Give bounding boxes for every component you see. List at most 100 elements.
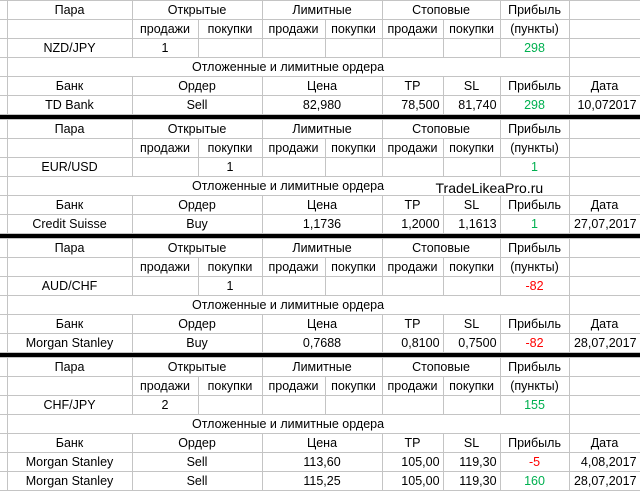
empty-cell [568, 295, 640, 315]
cell: продажи [261, 376, 326, 396]
cell: покупки [197, 138, 263, 158]
cell: Стоповые [381, 357, 501, 377]
cell: Credit Suisse [6, 214, 133, 234]
empty-cell [324, 395, 383, 415]
cell: Цена [261, 433, 383, 453]
cell: продажи [381, 19, 444, 39]
cell: TP [381, 195, 444, 215]
cell: -5 [499, 452, 570, 472]
empty-cell [324, 38, 383, 58]
cell: продажи [381, 257, 444, 277]
empty-cell [568, 19, 640, 39]
cell: 119,30 [442, 471, 501, 491]
empty-cell [442, 395, 501, 415]
empty-cell [0, 138, 8, 158]
empty-cell [442, 157, 501, 177]
separator-row [0, 352, 640, 358]
empty-cell [0, 19, 8, 39]
cell: 1 [197, 276, 263, 296]
section-row: Отложенные и лимитные ордера [0, 57, 640, 77]
empty-cell [381, 157, 444, 177]
empty-cell [0, 57, 8, 77]
subheader-row: продажи покупки продажи покупки продажи покуп… [0, 138, 640, 158]
cell: покупки [324, 376, 383, 396]
pair-row: AUD/CHF 1 -82 [0, 276, 640, 296]
cell: продажи [381, 376, 444, 396]
cell: 105,00 [381, 471, 444, 491]
cell: покупки [197, 257, 263, 277]
cell: покупки [442, 138, 501, 158]
orders-header-row: Банк Ордер Цена TP SL Прибыль Дата [0, 433, 640, 453]
cell: Пара [6, 119, 133, 139]
subheader-row: продажи покупки продажи покупки продажи покуп… [0, 376, 640, 396]
separator [0, 233, 640, 239]
empty-cell [0, 214, 8, 234]
cell: покупки [324, 138, 383, 158]
cell: Прибыль [499, 195, 570, 215]
cell: SL [442, 314, 501, 334]
empty-cell [442, 276, 501, 296]
empty-cell [0, 176, 8, 196]
separator-row [0, 233, 640, 239]
empty-cell [0, 471, 8, 491]
empty-cell [0, 195, 8, 215]
cell: Открытые [131, 357, 263, 377]
empty-cell [568, 376, 640, 396]
section-row: Отложенные и лимитные ордера TradeLikeaPr… [0, 176, 640, 196]
cell: Банк [6, 314, 133, 334]
empty-cell [0, 238, 8, 258]
empty-cell [568, 257, 640, 277]
cell: продажи [261, 257, 326, 277]
empty-cell [0, 433, 8, 453]
cell: 27,07,2017 [568, 214, 640, 234]
empty-cell [0, 276, 8, 296]
empty-cell [0, 357, 8, 377]
section-cell: Отложенные и лимитные ордера [6, 295, 570, 315]
empty-cell [568, 414, 640, 434]
section-title: Отложенные и лимитные ордера [191, 298, 385, 312]
cell: TP [381, 314, 444, 334]
empty-cell [0, 314, 8, 334]
section-cell: Отложенные и лимитные ордера [6, 57, 570, 77]
cell: (пункты) [499, 19, 570, 39]
empty-cell [131, 276, 199, 296]
cell: AUD/CHF [6, 276, 133, 296]
cell: 81,740 [442, 95, 501, 115]
cell: Дата [568, 76, 640, 96]
empty-cell [197, 38, 263, 58]
cell: Ордер [131, 314, 263, 334]
cell: продажи [131, 138, 199, 158]
cell: 1,2000 [381, 214, 444, 234]
empty-cell [568, 38, 640, 58]
cell: 28,07,2017 [568, 333, 640, 353]
cell: SL [442, 433, 501, 453]
pair-row: EUR/USD 1 1 [0, 157, 640, 177]
cell: 1,1613 [442, 214, 501, 234]
header-row: Пара Открытые Лимитные Стоповые Прибыль [0, 357, 640, 377]
empty-cell [568, 276, 640, 296]
cell: 105,00 [381, 452, 444, 472]
empty-cell [324, 276, 383, 296]
empty-cell [6, 138, 133, 158]
cell: Пара [6, 0, 133, 20]
watermark: TradeLikeaPro.ru [435, 180, 544, 196]
cell: 115,25 [261, 471, 383, 491]
separator-row [0, 114, 640, 120]
subheader-row: продажи покупки продажи покупки продажи покуп… [0, 257, 640, 277]
cell: Прибыль [499, 357, 570, 377]
cell: TP [381, 76, 444, 96]
empty-cell [324, 157, 383, 177]
empty-cell [0, 95, 8, 115]
cell: Прибыль [499, 238, 570, 258]
cell: EUR/USD [6, 157, 133, 177]
section-row: Отложенные и лимитные ордера [0, 414, 640, 434]
cell: продажи [131, 19, 199, 39]
header-row: Пара Открытые Лимитные Стоповые Прибыль [0, 0, 640, 20]
cell: 78,500 [381, 95, 444, 115]
order-row: Morgan Stanley Buy 0,7688 0,8100 0,7500 -82 28… [0, 333, 640, 353]
pair-row: CHF/JPY 2 155 [0, 395, 640, 415]
empty-cell [0, 333, 8, 353]
cell: Buy [131, 333, 263, 353]
cell: покупки [442, 19, 501, 39]
cell: Цена [261, 314, 383, 334]
